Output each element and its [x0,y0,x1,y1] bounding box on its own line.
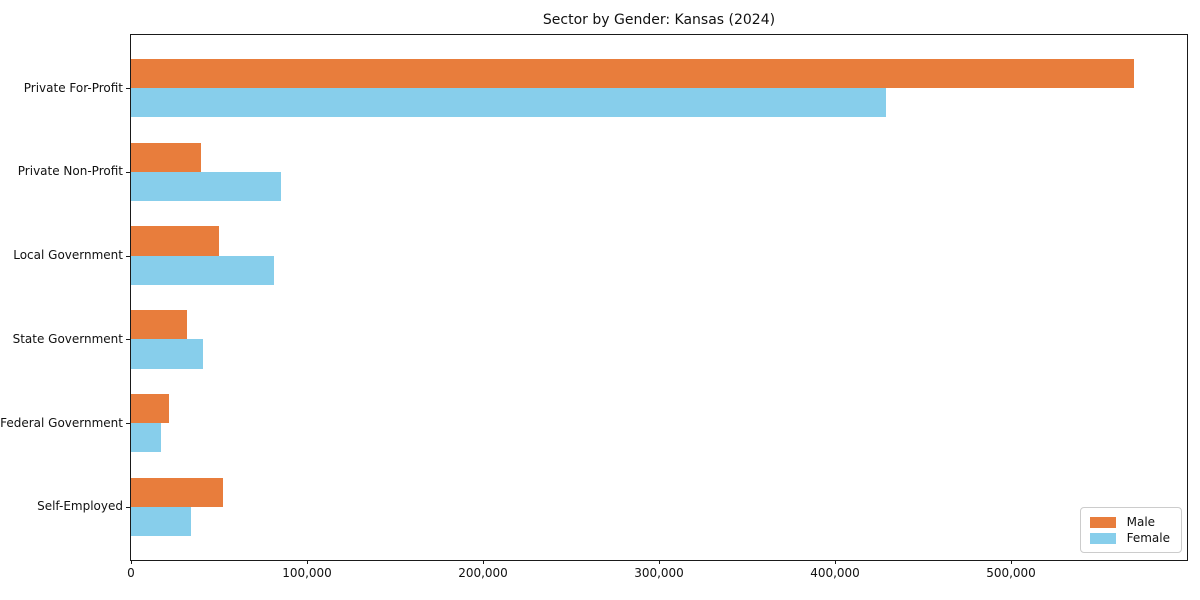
x-tick-label-500-000: 500,000 [986,566,1036,580]
x-tick-mark [1010,560,1012,564]
bar-male-self-employed [131,477,223,507]
x-tick-mark [130,560,132,564]
x-tick-label-300-000: 300,000 [634,566,684,580]
bar-male-private-for-profit [131,58,1135,89]
bar-female-local-government [131,255,274,285]
y-tick-mark [126,506,130,508]
bar-female-private-non-profit [131,171,281,202]
bar-male-private-non-profit [131,142,202,172]
x-tick-label-400-000: 400,000 [810,566,860,580]
x-tick-mark [834,560,836,564]
x-tick-label-0: 0 [127,566,135,580]
x-tick-mark [306,560,308,564]
legend-label-male: Male [1126,515,1156,529]
y-tick-mark [126,171,130,173]
bar-female-federal-government [131,423,161,453]
legend-item-female: Female [1089,530,1170,546]
legend-item-male: Male [1089,514,1170,530]
x-tick-label-200-000: 200,000 [458,566,508,580]
x-tick-mark [658,560,660,564]
y-tick-mark [126,88,130,90]
plot-area [130,34,1188,561]
y-tick-mark [126,339,130,341]
bar-female-private-for-profit [131,88,887,118]
bar-male-federal-government [131,393,169,424]
bar-female-self-employed [131,506,191,537]
bar-female-state-government [131,339,204,369]
legend-swatch-male [1089,516,1116,528]
y-axis-label-private-for-profit: Private For-Profit [23,80,123,95]
y-axis-label-self-employed: Self-Employed [37,499,123,514]
y-tick-mark [126,423,130,425]
x-tick-label-100-000: 100,000 [282,566,332,580]
y-axis-label-federal-government: Federal Government [0,415,123,430]
bar-male-state-government [131,310,188,340]
bar-male-local-government [131,226,219,256]
x-tick-mark [482,560,484,564]
y-tick-mark [126,255,130,257]
y-axis-label-state-government: State Government [12,331,123,346]
legend-swatch-female [1089,532,1116,544]
legend: Male Female [1079,507,1182,553]
legend-label-female: Female [1126,531,1170,545]
y-axis-label-local-government: Local Government [13,248,123,263]
chart-title: Sector by Gender: Kansas (2024) [542,12,776,28]
y-axis-label-private-non-profit: Private Non-Profit [17,164,123,179]
